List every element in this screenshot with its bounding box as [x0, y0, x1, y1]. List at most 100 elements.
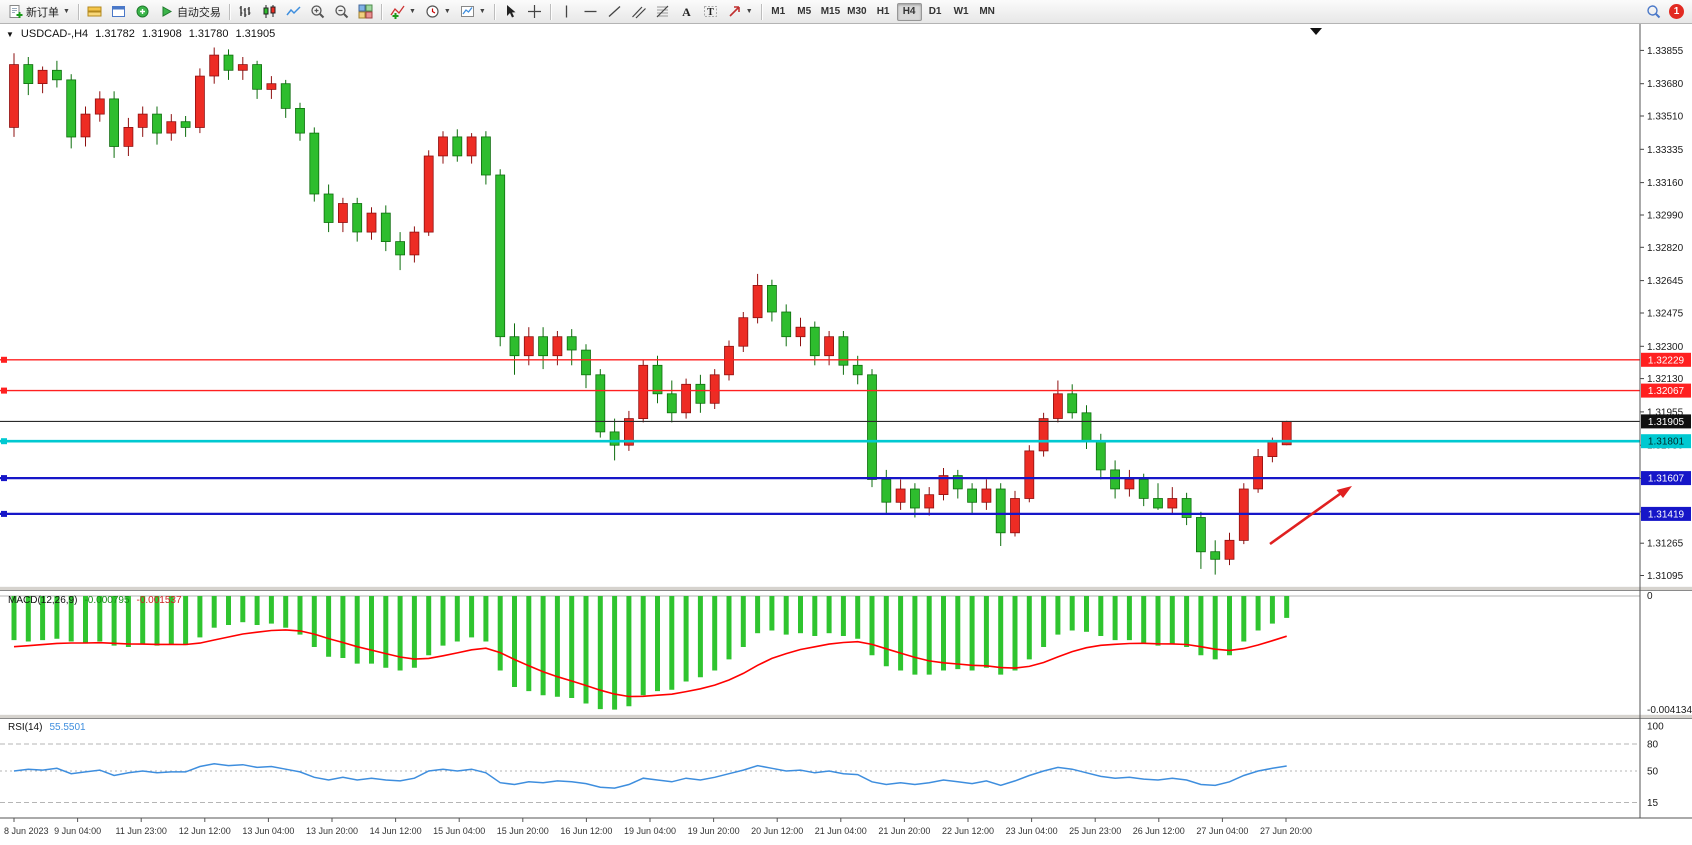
svg-text:100: 100 [1647, 722, 1664, 733]
chart-shift-marker[interactable] [1310, 28, 1322, 35]
chevron-down-icon: ▼ [63, 8, 70, 15]
svg-text:1.32300: 1.32300 [1647, 342, 1684, 353]
svg-text:1.33680: 1.33680 [1647, 79, 1684, 90]
line-chart-button[interactable] [282, 2, 305, 22]
timeframe-MN[interactable]: MN [979, 6, 995, 17]
bar-chart-icon [239, 6, 251, 17]
profiles-button[interactable] [131, 2, 154, 22]
chevron-down-icon: ▼ [745, 8, 753, 15]
svg-text:1.31905: 1.31905 [1648, 417, 1685, 428]
price-axis[interactable]: 1.33855 1.33680 1.33510 1.33335 1.33160 1.329… [1640, 46, 1684, 582]
svg-text:1.32990: 1.32990 [1647, 211, 1684, 222]
templates-icon [460, 6, 474, 17]
profiles-icon [136, 5, 149, 18]
toolbar-separator [77, 3, 79, 20]
new-order-button[interactable]: 新订单 ▼ [4, 2, 74, 22]
rsi-panel: 100 80 50 15 [0, 722, 1664, 809]
price-badge [1641, 506, 1691, 521]
svg-text:20 Jun 12:00: 20 Jun 12:00 [751, 826, 803, 836]
svg-text:16 Jun 12:00: 16 Jun 12:00 [560, 826, 612, 836]
panel-divider[interactable] [0, 714, 1692, 719]
autotrading-button[interactable]: 自动交易 [155, 2, 225, 22]
notification-badge[interactable]: 1 [1669, 4, 1684, 19]
svg-text:11 Jun 23:00: 11 Jun 23:00 [116, 826, 167, 836]
bar-chart-button[interactable] [234, 2, 257, 22]
text-tool-button[interactable]: A [675, 2, 698, 22]
timeframe-D1[interactable]: D1 [928, 6, 942, 17]
svg-text:8 Jun 2023: 8 Jun 2023 [4, 826, 49, 836]
one-click-trading-toggle[interactable]: ▼ [6, 30, 14, 39]
periods-button[interactable]: ▼ [421, 2, 455, 22]
svg-text:27 Jun 04:00: 27 Jun 04:00 [1196, 826, 1248, 836]
svg-text:0: 0 [1647, 591, 1653, 602]
crosshair-button[interactable] [523, 2, 546, 22]
svg-text:19 Jun 04:00: 19 Jun 04:00 [624, 826, 676, 836]
svg-text:15: 15 [1647, 798, 1659, 809]
timeframe-M1[interactable]: M1 [771, 6, 786, 17]
svg-text:21 Jun 04:00: 21 Jun 04:00 [815, 826, 867, 836]
zoom-out-button[interactable] [330, 2, 353, 22]
svg-text:1.32820: 1.32820 [1647, 243, 1684, 254]
cursor-icon [506, 5, 516, 18]
equidistant-channel-icon [631, 6, 646, 19]
toolbar-separator [380, 3, 382, 20]
horizontal-line-button[interactable] [579, 2, 602, 22]
svg-text:1.32130: 1.32130 [1647, 374, 1684, 385]
timeframe-H4[interactable]: H4 [896, 2, 922, 21]
equidistant-channel-button[interactable] [627, 2, 650, 22]
svg-text:9 Jun 04:00: 9 Jun 04:00 [54, 826, 101, 836]
svg-text:1.31955: 1.31955 [1647, 407, 1684, 418]
macd-panel: 0 -0.004134 [0, 591, 1692, 716]
svg-text:1.33510: 1.33510 [1647, 112, 1684, 123]
templates-button[interactable]: ▼ [456, 2, 490, 22]
trendline-button[interactable] [603, 2, 626, 22]
horizontal-lines [0, 356, 1640, 517]
zoom-in-icon [311, 5, 325, 19]
chart-canvas[interactable]: 1.33855 1.33680 1.33510 1.33335 1.33160 1.329… [0, 24, 1692, 845]
panel-divider[interactable] [0, 586, 1692, 591]
arrow-annotation[interactable] [1269, 486, 1352, 546]
svg-text:22 Jun 12:00: 22 Jun 12:00 [942, 826, 994, 836]
charts-stack-button[interactable] [83, 2, 106, 22]
chevron-down-icon: ▼ [408, 8, 416, 15]
crosshair-icon [527, 5, 541, 18]
candle-series[interactable] [9, 47, 1292, 575]
svg-text:12 Jun 12:00: 12 Jun 12:00 [179, 826, 231, 836]
svg-text:1.31419: 1.31419 [1648, 509, 1685, 520]
toolbar-right: 1 [1646, 4, 1688, 19]
candlestick-chart-button[interactable] [258, 2, 281, 22]
zoom-out-icon [335, 5, 349, 19]
timeframe-M30[interactable]: M30 [847, 6, 867, 17]
trendline-icon [608, 6, 621, 17]
timeframe-H1[interactable]: H1 [876, 6, 890, 17]
svg-text:1.32067: 1.32067 [1648, 386, 1685, 397]
vertical-line-icon [565, 5, 567, 18]
chevron-down-icon: ▼ [478, 8, 486, 15]
svg-text:21 Jun 20:00: 21 Jun 20:00 [878, 826, 930, 836]
svg-text:26 Jun 12:00: 26 Jun 12:00 [1133, 826, 1185, 836]
vertical-line-button[interactable] [555, 2, 578, 22]
indicators-button[interactable]: ▼ [386, 2, 420, 22]
zoom-in-button[interactable] [306, 2, 329, 22]
svg-text:1.32475: 1.32475 [1647, 309, 1684, 320]
svg-text:1.32645: 1.32645 [1647, 276, 1684, 287]
timeframe-M15[interactable]: M15 [820, 6, 841, 17]
toolbar-separator [228, 3, 230, 20]
arrows-tool-button[interactable]: ▼ [723, 2, 757, 22]
timeframe-W1[interactable]: W1 [953, 6, 969, 17]
macd-signal-line [13, 629, 1287, 698]
svg-text:19 Jun 20:00: 19 Jun 20:00 [688, 826, 740, 836]
fibonacci-button[interactable] [651, 2, 674, 22]
tile-windows-button[interactable] [354, 2, 377, 22]
new-order-icon [9, 5, 23, 18]
time-axis[interactable]: 8 Jun 2023 9 Jun 04:00 11 Jun 23:00 12 Jun … [4, 818, 1312, 836]
text-label-button[interactable]: T [699, 2, 722, 22]
price-badges: 1.32229 1.32067 1.31801 1.31607 1.31419 1.319… [1641, 352, 1691, 521]
svg-text:15 Jun 20:00: 15 Jun 20:00 [497, 826, 549, 836]
cursor-button[interactable] [499, 2, 522, 22]
rsi-line [13, 763, 1287, 789]
svg-text:-0.004134: -0.004134 [1647, 705, 1692, 716]
search-icon[interactable] [1646, 4, 1661, 19]
timeframe-M5[interactable]: M5 [797, 6, 812, 17]
new-chart-button[interactable] [107, 2, 130, 22]
